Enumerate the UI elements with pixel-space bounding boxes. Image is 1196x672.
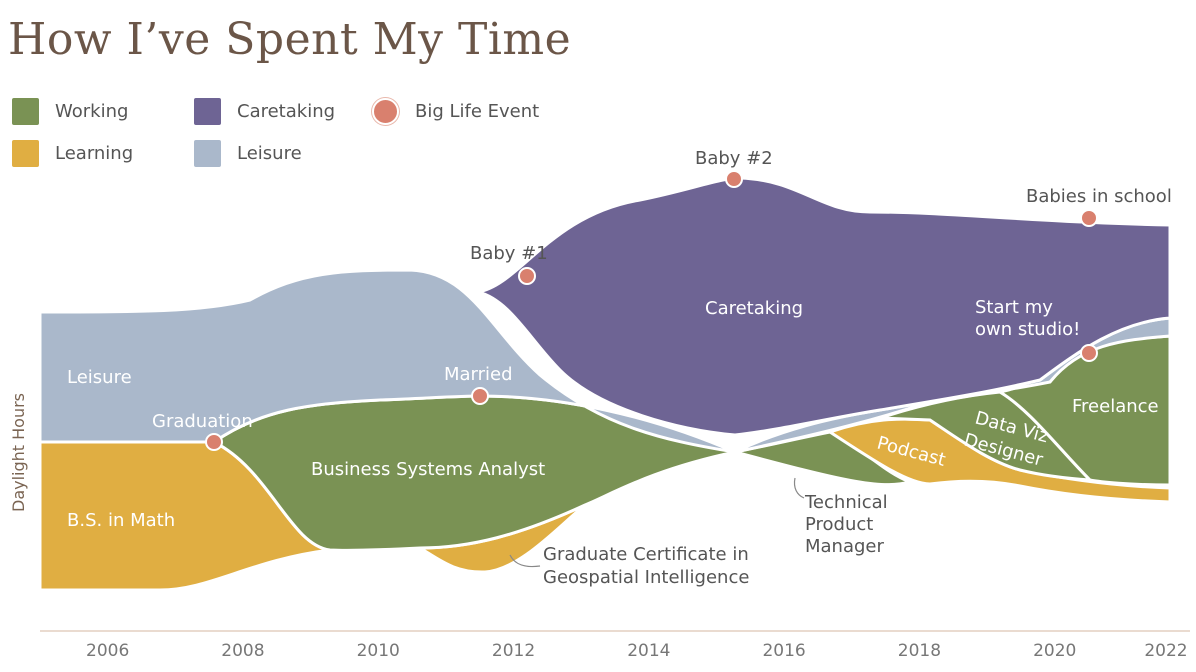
legend-label-caretaking: Caretaking xyxy=(237,101,336,122)
event-label-baby-1: Baby #1 xyxy=(470,243,548,264)
legend-item-working: Working xyxy=(12,98,128,125)
annotation-tpm-line3: Manager xyxy=(805,536,884,557)
event-graduation: Graduation xyxy=(152,411,253,451)
stream-leisure-main xyxy=(38,268,736,454)
legend-swatch-caretaking xyxy=(194,98,221,125)
annotation-leader-grad-cert xyxy=(509,554,541,568)
legend-label-working: Working xyxy=(55,101,129,122)
legend-item-event: Big Life Event xyxy=(370,98,539,125)
legend-swatch-leisure xyxy=(194,140,221,167)
annotation-leader-tpm xyxy=(793,477,805,499)
legend-label-event: Big Life Event xyxy=(415,101,540,122)
event-dot-baby-1 xyxy=(518,267,536,285)
annotation-studio-line2: own studio! xyxy=(975,319,1080,340)
x-tick-2016: 2016 xyxy=(762,641,805,661)
event-dot-baby-2 xyxy=(725,170,743,188)
label-freelance: Freelance xyxy=(1072,396,1159,417)
x-tick-2012: 2012 xyxy=(492,641,535,661)
event-dot-graduation xyxy=(205,433,223,451)
legend: Working Caretaking Big Life Event Learni… xyxy=(12,98,572,178)
x-tick-2014: 2014 xyxy=(627,641,670,661)
legend-swatch-working xyxy=(12,98,39,125)
event-studio xyxy=(1080,344,1098,362)
legend-item-caretaking: Caretaking xyxy=(194,98,335,125)
label-bs-math: B.S. in Math xyxy=(67,510,175,531)
event-baby-1: Baby #1 xyxy=(470,243,548,285)
event-dot-studio xyxy=(1080,344,1098,362)
annotation-tpm-line1: Technical xyxy=(804,492,888,513)
legend-label-learning: Learning xyxy=(55,143,134,164)
event-married: Married xyxy=(444,364,513,405)
annotation-grad-cert-line1: Graduate Certificate in xyxy=(543,544,749,565)
x-tick-2020: 2020 xyxy=(1033,641,1076,661)
legend-swatch-learning xyxy=(12,140,39,167)
y-axis-label: Daylight Hours xyxy=(9,393,28,512)
event-label-graduation: Graduation xyxy=(152,411,253,432)
event-dot-married xyxy=(471,387,489,405)
x-tick-2010: 2010 xyxy=(357,641,400,661)
event-babies-school: Babies in school xyxy=(1026,186,1172,227)
event-baby-2: Baby #2 xyxy=(695,148,773,188)
event-dot-babies-school xyxy=(1080,209,1098,227)
x-tick-2018: 2018 xyxy=(898,641,941,661)
stream-caretaking xyxy=(477,176,1172,437)
legend-item-leisure: Leisure xyxy=(194,140,302,167)
x-tick-2006: 2006 xyxy=(86,641,129,661)
page-title: How I’ve Spent My Time xyxy=(8,14,572,65)
x-tick-2022: 2022 xyxy=(1144,641,1187,661)
label-bsa: Business Systems Analyst xyxy=(311,459,545,480)
label-caretaking: Caretaking xyxy=(705,298,803,319)
legend-item-learning: Learning xyxy=(12,140,133,167)
legend-dot-event xyxy=(372,98,399,125)
legend-label-leisure: Leisure xyxy=(237,143,302,164)
event-label-married: Married xyxy=(444,364,513,385)
annotation-studio-line1: Start my xyxy=(975,297,1053,318)
annotation-grad-cert-line2: Geospatial Intelligence xyxy=(543,567,749,588)
event-label-babies-school: Babies in school xyxy=(1026,186,1172,207)
annotation-tpm-line2: Product xyxy=(805,514,873,535)
x-axis-ticks: 2006 2008 2010 2012 2014 2016 2018 2020 2022 xyxy=(86,641,1188,661)
label-leisure: Leisure xyxy=(67,367,132,388)
x-tick-2008: 2008 xyxy=(221,641,264,661)
event-label-baby-2: Baby #2 xyxy=(695,148,773,169)
